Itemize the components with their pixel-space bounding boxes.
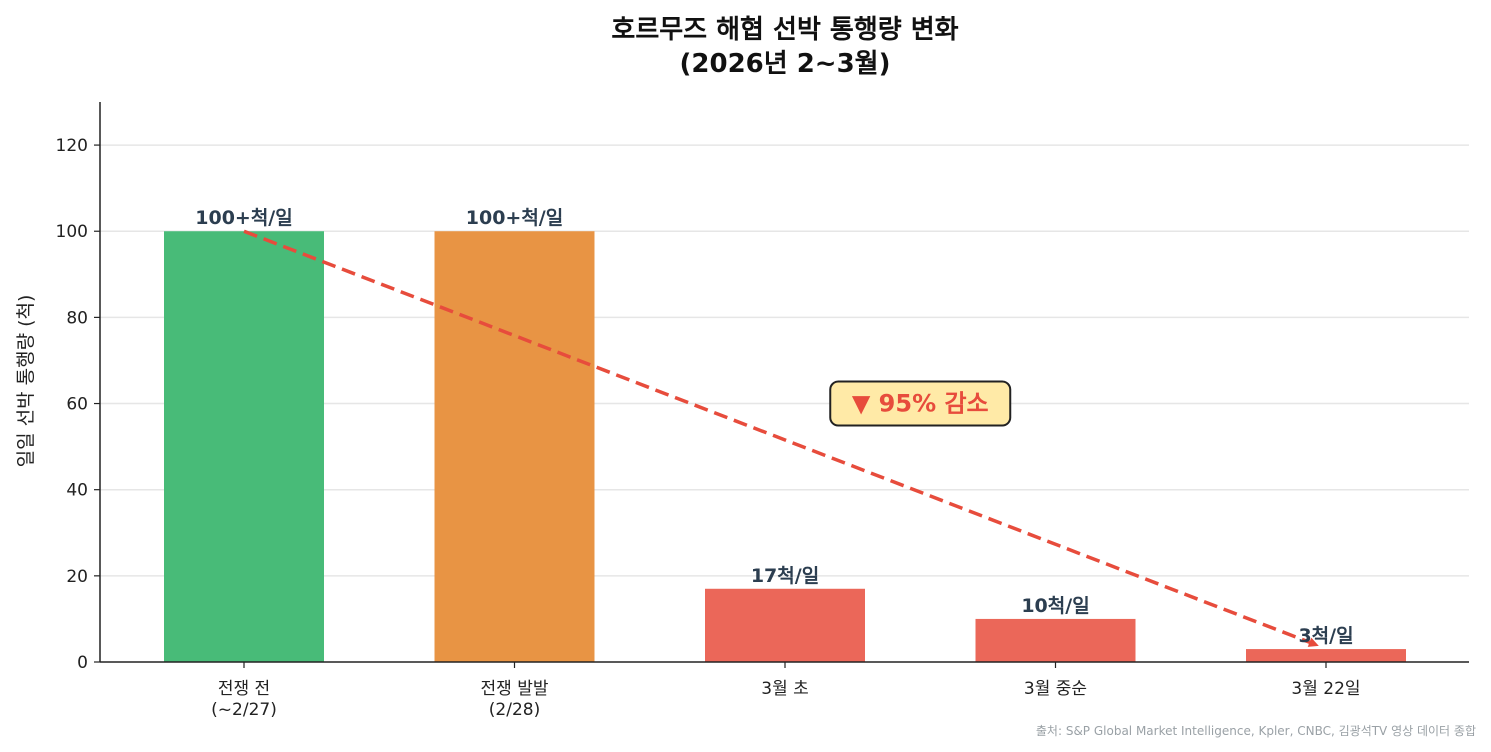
bar-1: [434, 231, 595, 662]
x-ticks: 전쟁 전(~2/27) 전쟁 발발(2/28) 3월 초 3월 중순 3월 22일: [211, 662, 1361, 720]
y-tick-label-80: 80: [66, 308, 88, 328]
reduction-annotation: ▼ 95% 감소: [829, 380, 1012, 427]
chart-subtitle: (2026년 2~3월): [680, 49, 891, 79]
bar-2: [705, 588, 865, 662]
data-label-1: 100+척/일: [466, 207, 563, 229]
y-tick-label-20: 20: [66, 567, 88, 587]
data-label-4: 3척/일: [1298, 625, 1353, 647]
y-axis-label: 일일 선박 통행량 (척): [15, 295, 37, 468]
x-tick-label-2-0: 3월 초: [761, 679, 809, 699]
annotation-box: [829, 380, 1012, 427]
data-label-3: 10척/일: [1021, 595, 1089, 617]
y-tick-label-60: 60: [66, 395, 88, 415]
data-label-0: 100+척/일: [195, 207, 292, 229]
x-tick-label-0-1: (~2/27): [211, 700, 277, 720]
bar-0: [164, 231, 324, 662]
x-tick-label-4-0: 3월 22일: [1291, 679, 1360, 699]
y-tick-label-40: 40: [66, 481, 88, 501]
trend-arrow: [243, 229, 1319, 647]
chart-title: 호르무즈 해협 선박 통행량 변화: [611, 15, 958, 45]
y-tick-label-0: 0: [77, 653, 88, 673]
x-tick-label-0-0: 전쟁 전: [218, 679, 270, 699]
source-note: 출처: S&P Global Market Intelligence, Kple…: [1036, 724, 1476, 738]
trend-line: [243, 229, 1319, 647]
x-tick-label-1-1: (2/28): [489, 700, 540, 720]
y-tick-label-100: 100: [56, 222, 88, 242]
grid-lines: [100, 144, 1469, 577]
annotation-text: ▼ 95% 감소: [852, 390, 989, 418]
y-ticks: 0 20 40 60 80 100 120: [56, 136, 100, 673]
x-tick-label-1-0: 전쟁 발발: [481, 679, 549, 699]
bar-4: [1246, 649, 1406, 662]
data-label-2: 17척/일: [751, 565, 819, 587]
x-tick-label-3-0: 3월 중순: [1024, 679, 1087, 699]
y-tick-label-120: 120: [56, 136, 88, 156]
bar-3: [975, 618, 1136, 662]
data-labels: 100+척/일 100+척/일 17척/일 10척/일 3척/일: [195, 207, 1353, 647]
bars: [164, 231, 1406, 662]
